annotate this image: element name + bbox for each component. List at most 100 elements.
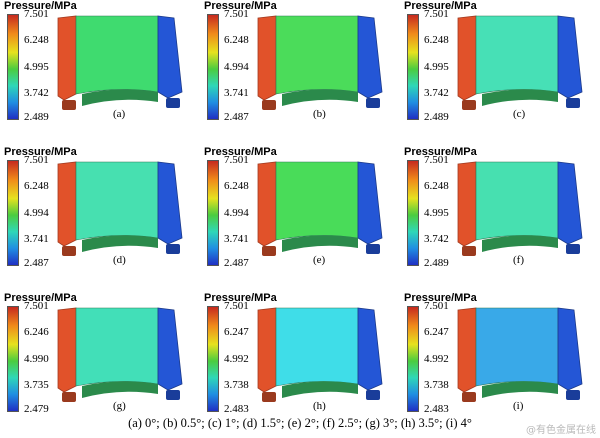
colorbar-tick-label: 3.741 [224,233,249,245]
pad-geometry-image [57,161,183,256]
low-pressure-region [557,15,583,99]
panel-label: (g) [113,400,126,412]
pad-bottom-band [282,381,358,398]
high-pressure-region [257,161,277,247]
colorbar-tick-label: 2.487 [224,257,249,269]
colorbar-tick-label: 4.994 [224,207,249,219]
colorbar [7,160,19,266]
watermark-text: @有色金属在线 [526,425,596,436]
colorbar-tick-label: 3.738 [224,379,249,391]
colorbar-title: Pressure/MPa [404,0,477,12]
panel-label: (b) [313,108,326,120]
right-foot [366,390,380,400]
left-foot [462,246,476,256]
pad-bottom-band [482,89,558,106]
high-pressure-region [257,307,277,393]
pad-geometry-image [57,307,183,402]
colorbar-tick-label: 6.246 [24,326,49,338]
colorbar [207,160,219,266]
pad-bottom-band [82,235,158,252]
middle-pressure-region [75,161,159,241]
left-foot [62,100,76,110]
right-foot [566,244,580,254]
colorbar-tick-label: 6.248 [224,180,249,192]
colorbar-tick-label: 2.483 [224,403,249,415]
colorbar-tick-label: 7.501 [224,8,249,20]
colorbar-title: Pressure/MPa [4,292,77,304]
colorbar-tick-label: 3.741 [224,87,249,99]
colorbar [207,14,219,120]
pressure-panel: Pressure/MPa 7.501 6.248 4.995 3.742 2.489 (a) [0,0,200,146]
pad-bottom-band [282,89,358,106]
colorbar-tick-label: 7.501 [424,300,449,312]
pressure-panel: Pressure/MPa 7.501 6.248 4.995 3.742 2.489 (c) [400,0,600,146]
middle-pressure-region [475,307,559,387]
pad-geometry-image [257,307,383,402]
pad-geometry-image [457,307,583,402]
colorbar-tick-label: 6.248 [424,34,449,46]
panel-label: (e) [313,254,326,266]
low-pressure-region [357,161,383,245]
colorbar-tick-label: 7.501 [424,8,449,20]
low-pressure-region [357,307,383,391]
pad-bottom-band [482,381,558,398]
high-pressure-region [457,15,477,101]
left-foot [462,392,476,402]
left-foot [262,100,276,110]
colorbar-tick-label: 6.248 [224,34,249,46]
colorbar-tick-label: 2.489 [24,111,49,123]
pressure-panel: Pressure/MPa 7.501 6.248 4.995 3.742 2.489 (f) [400,146,600,292]
right-foot [166,98,180,108]
colorbar-title: Pressure/MPa [404,292,477,304]
low-pressure-region [557,307,583,391]
colorbar-tick-label: 7.501 [24,8,49,20]
colorbar-tick-label: 7.501 [24,154,49,166]
colorbar-tick-label: 2.487 [24,257,49,269]
pressure-panel: Pressure/MPa 7.501 6.248 4.994 3.741 2.487 (b) [200,0,400,146]
colorbar-tick-label: 3.738 [424,379,449,391]
pad-bottom-band [82,381,158,398]
pad-geometry-image [57,15,183,110]
middle-pressure-region [75,307,159,387]
left-foot [62,246,76,256]
colorbar-tick-label: 2.483 [424,403,449,415]
colorbar-tick-label: 4.995 [424,61,449,73]
colorbar-title: Pressure/MPa [204,146,277,158]
pad-bottom-band [482,235,558,252]
colorbar-tick-label: 4.992 [424,353,449,365]
colorbar-tick-label: 2.489 [424,257,449,269]
colorbar-tick-label: 6.247 [224,326,249,338]
middle-pressure-region [275,15,359,95]
colorbar-tick-label: 7.501 [424,154,449,166]
high-pressure-region [57,307,77,393]
colorbar-tick-label: 3.742 [424,87,449,99]
low-pressure-region [157,307,183,391]
middle-pressure-region [275,307,359,387]
high-pressure-region [457,161,477,247]
right-foot [166,390,180,400]
colorbar-tick-label: 3.741 [24,233,49,245]
colorbar-tick-label: 6.248 [24,180,49,192]
panel-label: (h) [313,400,326,412]
pressure-panel: Pressure/MPa 7.501 6.247 4.992 3.738 2.483 (i) [400,292,600,438]
middle-pressure-region [475,161,559,241]
colorbar [407,14,419,120]
pressure-panel: Pressure/MPa 7.501 6.246 4.990 3.735 2.479 (g) [0,292,200,438]
pressure-panel: Pressure/MPa 7.501 6.247 4.992 3.738 2.483 (h) [200,292,400,438]
panel-label: (a) [113,108,126,120]
colorbar-tick-label: 7.501 [224,154,249,166]
right-foot [366,244,380,254]
left-foot [262,246,276,256]
colorbar-tick-label: 6.248 [424,180,449,192]
left-foot [262,392,276,402]
colorbar-tick-label: 3.742 [424,233,449,245]
right-foot [566,98,580,108]
colorbar-tick-label: 4.994 [24,207,49,219]
pad-bottom-band [282,235,358,252]
high-pressure-region [457,307,477,393]
right-foot [166,244,180,254]
colorbar-tick-label: 3.742 [24,87,49,99]
low-pressure-region [557,161,583,245]
colorbar-tick-label: 4.990 [24,353,49,365]
left-foot [62,392,76,402]
